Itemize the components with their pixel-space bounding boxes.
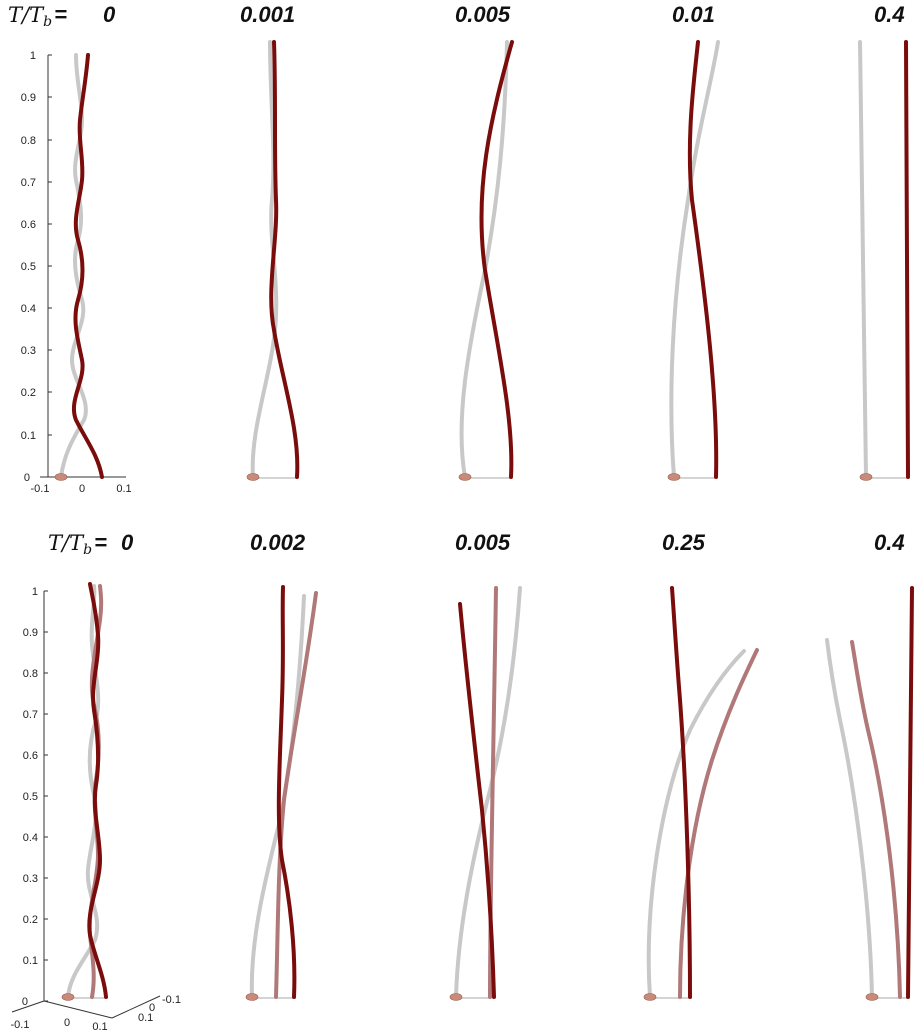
top-y-tick-7: 0.7: [21, 177, 36, 189]
bottom-p4-rose-filament: [678, 648, 759, 999]
bottom-p3-red-filament: [458, 602, 496, 999]
bottom-panel-3-filaments: [449, 586, 522, 1001]
bottom-x-axis-left: [11, 1000, 45, 1013]
row1-prefix: T/Tb=: [8, 2, 67, 30]
top-y-tick-1: 0.1: [21, 430, 36, 442]
bottom-x-tick-2: 0.1: [92, 1021, 107, 1033]
top-y-tick-9: 0.9: [21, 92, 36, 104]
bottom-y-tick-0: 0: [22, 996, 28, 1008]
top-p4-gray-filament: [669, 40, 720, 479]
bottom-y-tick-4: 0.4: [23, 832, 38, 844]
top-y-tick-0: 0: [24, 472, 30, 484]
bottom-axes: 0 0.1 0.2 0.3 0.4 0.5 0.6 0.7 0.8 0.9 1 …: [11, 586, 181, 1033]
bottom-p3-gray-filament: [454, 586, 522, 999]
top-y-tick-3: 0.3: [21, 345, 36, 357]
top-panel-3-filaments: [458, 40, 514, 481]
top-y-tick-10: 1: [30, 50, 36, 62]
row2-label-2: 0.005: [455, 530, 511, 555]
bottom-y-tick-3: 0.3: [23, 873, 38, 885]
top-p5-anchor: [859, 473, 873, 481]
bottom-depth-axis: [111, 995, 161, 1019]
top-panel-4-filaments: [667, 40, 720, 481]
top-p2-anchor: [246, 473, 260, 481]
bottom-y-tick-10: 1: [32, 586, 38, 598]
bottom-y-tick-2: 0.2: [23, 914, 38, 926]
bottom-p3-rose-filament: [488, 586, 498, 999]
row2-label-0: 0: [121, 530, 134, 555]
bottom-panel-5-filaments: [825, 586, 914, 1001]
top-p5-gray-filament: [858, 40, 868, 479]
bottom-y-tick-8: 0.8: [23, 668, 38, 680]
bottom-depth-tick-2: 0.1: [138, 1012, 153, 1024]
row2-label-4: 0.4: [874, 530, 905, 555]
top-axes: 0 0.1 0.2 0.3 0.4 0.5 0.6 0.7 0.8 0.9 1 …: [21, 50, 132, 495]
row1-label-4: 0.4: [874, 2, 905, 27]
bottom-p5-rose-filament: [850, 640, 902, 999]
bottom-p4-red-filament: [670, 586, 692, 999]
top-y-tick-6: 0.6: [21, 219, 36, 231]
bottom-y-tick-5: 0.5: [23, 791, 38, 803]
row1-label-2: 0.005: [455, 2, 511, 27]
bottom-p2-red-filament: [276, 585, 297, 999]
bottom-p2-rose-filament: [274, 591, 318, 999]
row2-label-1: 0.002: [250, 530, 306, 555]
bottom-y-tick-7: 0.7: [23, 709, 38, 721]
bottom-panel-1-filaments: [61, 582, 108, 1001]
top-p2-red-filament: [269, 40, 300, 479]
bottom-depth-tick-0: -0.1: [162, 994, 181, 1006]
top-y-tick-marks: [48, 54, 52, 478]
bottom-panel-4-filaments: [643, 586, 759, 1001]
bottom-p3-anchor: [449, 993, 463, 1001]
top-panel-5-filaments: [858, 40, 910, 481]
row1-label-0: 0: [103, 2, 116, 27]
top-y-tick-4: 0.4: [21, 303, 36, 315]
top-p5-red-filament: [904, 40, 910, 479]
top-x-tick-2: 0.1: [116, 483, 131, 495]
top-x-tick-0: -0.1: [31, 483, 50, 495]
top-x-tick-1: 0: [79, 483, 85, 495]
top-p3-red-filament: [479, 40, 514, 479]
top-p3-anchor: [458, 473, 472, 481]
bottom-x-tick-1: 0: [64, 1017, 70, 1029]
row2-prefix: T/Tb=: [48, 530, 107, 558]
top-panel-2-filaments: [246, 40, 300, 481]
bottom-p1-red-filament: [87, 582, 108, 999]
bottom-panel-2-filaments: [245, 585, 318, 1001]
row1-label-1: 0.001: [240, 2, 295, 27]
bottom-x-tick-0: -0.1: [11, 1019, 30, 1031]
top-panel-1-filaments: [54, 53, 104, 481]
top-p1-red-filament: [71, 53, 104, 479]
bottom-y-tick-9: 0.9: [23, 627, 38, 639]
bottom-p5-gray-filament: [825, 638, 874, 999]
bottom-p2-anchor: [245, 993, 259, 1001]
bottom-x-axis: [43, 1000, 113, 1019]
top-p4-anchor: [667, 473, 681, 481]
bottom-p5-anchor: [865, 993, 879, 1001]
row2-label-3: 0.25: [662, 530, 706, 555]
top-p4-red-filament: [687, 40, 719, 479]
bottom-p4-anchor: [643, 993, 657, 1001]
top-y-tick-5: 0.5: [21, 261, 36, 273]
bottom-p4-gray-filament: [646, 649, 746, 999]
bottom-y-tick-marks: [44, 590, 48, 1002]
bottom-p1-anchor: [61, 993, 75, 1001]
top-p1-gray-filament: [59, 53, 88, 479]
top-y-tick-2: 0.2: [21, 387, 36, 399]
bottom-depth-tick-1: 0: [149, 1002, 155, 1014]
top-p1-anchor: [54, 473, 68, 481]
bottom-p5-red-filament: [906, 586, 914, 999]
top-y-tick-8: 0.8: [21, 135, 36, 147]
row1-label-3: 0.01: [672, 2, 715, 27]
bottom-y-tick-6: 0.6: [23, 750, 38, 762]
bottom-y-tick-1: 0.1: [23, 955, 38, 967]
